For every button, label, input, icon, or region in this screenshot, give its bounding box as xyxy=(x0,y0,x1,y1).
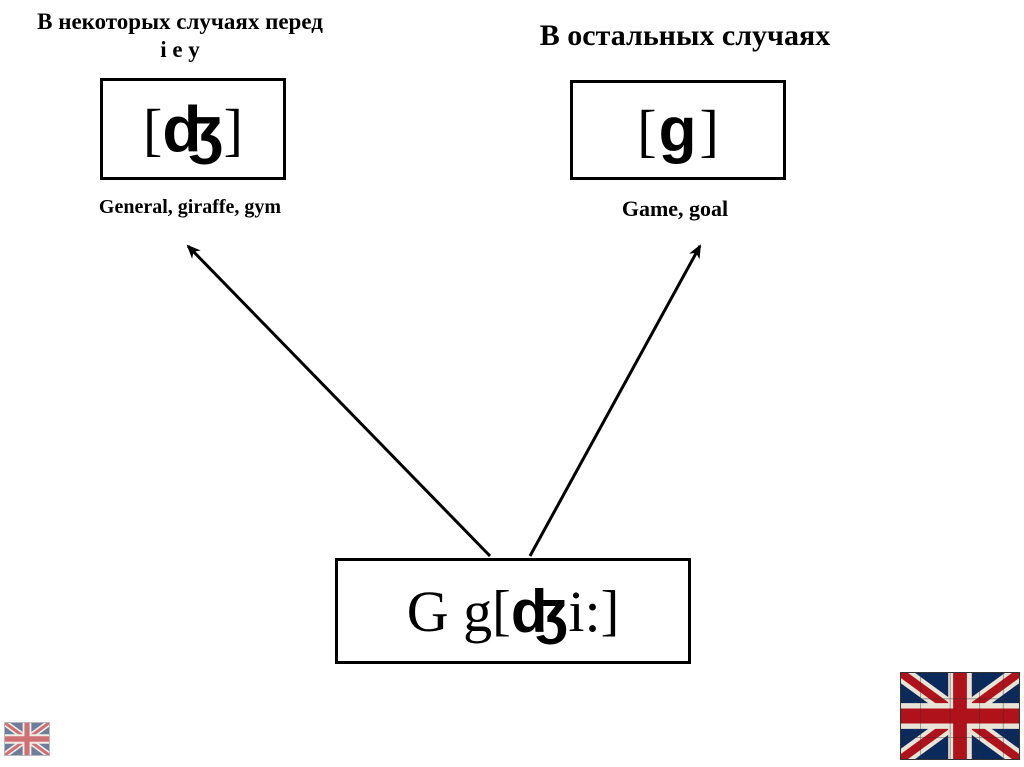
right-bracket-open: [ xyxy=(637,97,656,164)
bottom-symbol: ʤ xyxy=(511,577,569,646)
arrow-right xyxy=(530,246,700,556)
left-heading-line1: В некоторых случаях перед xyxy=(37,9,323,34)
right-examples: Game, goal xyxy=(560,196,790,222)
left-bracket-close: ] xyxy=(224,96,243,163)
right-phonetic-box: [ g ] xyxy=(570,80,786,180)
left-bracket-open: [ xyxy=(143,96,162,163)
right-bracket-close: ] xyxy=(699,97,718,164)
left-examples: General, giraffe, gym xyxy=(60,196,320,219)
bottom-letter-box: G g [ ʤ i: ] xyxy=(335,558,691,664)
left-phon-symbol: ʤ xyxy=(162,92,223,166)
right-heading: В остальных случаях xyxy=(470,18,900,54)
left-phonetic-box: [ ʤ ] xyxy=(100,78,286,180)
uk-flag-icon xyxy=(900,672,1020,760)
bottom-bracket-close: ] xyxy=(601,579,620,643)
bottom-prefix: G g xyxy=(407,578,492,645)
bottom-bracket-open: [ xyxy=(492,579,511,643)
arrow-left xyxy=(188,246,490,556)
bottom-suffix: i: xyxy=(568,578,600,645)
left-heading-line2: i e y xyxy=(160,37,200,62)
left-heading: В некоторых случаях перед i e y xyxy=(10,8,350,63)
uk-flag-small-icon xyxy=(4,722,50,756)
right-phon-symbol: g xyxy=(659,95,698,166)
right-heading-text: В остальных случаях xyxy=(540,19,830,52)
